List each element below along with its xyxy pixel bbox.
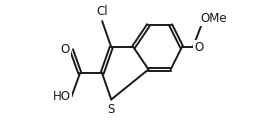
Text: O: O [61,43,70,56]
Text: O: O [194,41,204,54]
Text: S: S [108,103,115,116]
Text: OMe: OMe [200,12,227,25]
Text: Cl: Cl [96,5,108,18]
Text: HO: HO [53,90,71,103]
